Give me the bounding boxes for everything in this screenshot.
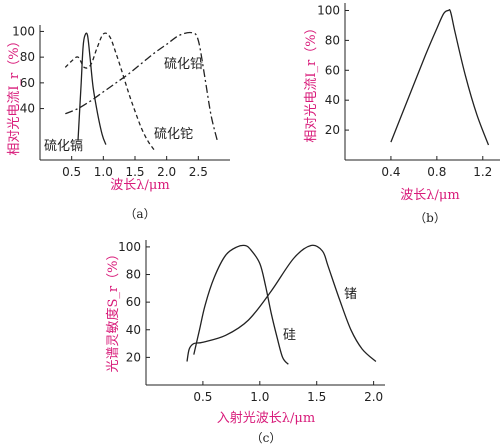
panel-c-ylabel: 光谱灵敏度S_r（%） [105,248,121,373]
panel-b-ytick-label: 20 [325,123,340,137]
panel-c-ytick-label: 40 [126,323,141,337]
panel-a-ytick-label: 80 [20,50,35,64]
panel-b-xtick-label: 0.4 [381,165,400,179]
label-si: 硅 [283,328,296,343]
panel-a-xtick-label: 1.5 [125,165,144,179]
panel-b-series-line-0 [390,9,490,146]
panel-a-series-line-0 [77,32,107,145]
panel-a-series [64,31,218,151]
panel-c-xlabel: 入射光波长λ/μm [217,410,315,426]
panel-c-axes [145,240,385,386]
panel-b-axes [344,3,500,161]
panel-b-ytick-label: 100 [317,3,340,17]
panel-c-xtick-label: 2.0 [364,390,383,404]
panel-a-x-ticks: 0.5 1.0 1.5 2.0 2.5 [62,156,208,179]
panel-c-ytick-label: 80 [126,268,141,282]
panel-a-ytick-label: 60 [20,76,35,90]
panel-b-xtick-label: 1.2 [473,165,492,179]
panel-c-series [186,244,377,365]
panel-a-xlabel: 波长λ/μm [110,178,169,193]
panel-a-xtick-label: 0.5 [62,165,81,179]
panel-c-ytick-label: 100 [118,240,141,254]
panel-a-xtick-label: 2.5 [189,165,208,179]
panel-b-caption: （b） [414,211,446,225]
panel-a-ytick-label: 40 [20,102,35,116]
panel-c-ytick-label: 20 [126,350,141,364]
panel-b-y-ticks: 20 40 60 80 100 [317,3,349,137]
panel-c: 20 40 60 80 100 0.5 1.0 1.5 2.0 光谱灵敏度S_r（%） 入射光… [105,240,385,445]
label-cds: 硫化镉 [44,138,83,154]
panel-a: 40 60 80 100 0.5 1.0 1.5 2.0 2.5 相对光电流I_r（%） 波长… [7,24,230,221]
panel-b-series [390,9,490,146]
panel-c-xtick-label: 1.0 [250,390,269,404]
panel-c-series-line-0 [193,244,289,365]
panel-b-ytick-label: 40 [325,93,340,107]
panel-c-ytick-label: 60 [126,295,141,309]
label-tl2s: 硫化铊 [154,127,193,142]
panel-c-y-ticks: 20 40 60 80 100 [118,240,150,364]
panel-b-xtick-label: 0.8 [427,165,446,179]
panel-c-series-line-1 [186,244,377,362]
panel-b-ytick-label: 60 [325,63,340,77]
panel-c-xtick-label: 1.5 [307,390,326,404]
panel-b-ytick-label: 80 [325,33,340,47]
panel-a-xtick-label: 1.0 [94,165,113,179]
label-pbs: 硫化铅 [164,57,203,72]
panel-c-x-ticks: 0.5 1.0 1.5 2.0 [193,381,383,404]
panel-a-series-line-1 [64,32,155,151]
panel-b-xlabel: 波长λ/μm [400,188,459,203]
panel-a-xtick-label: 2.0 [157,165,176,179]
panel-b: 20 40 60 80 100 0.4 0.8 1.2 相对光电流I_r（%） 波长λ/μm… [304,3,500,225]
label-ge: 锗 [344,287,357,302]
panel-a-ytick-label: 100 [12,24,35,38]
panel-a-y-ticks: 40 60 80 100 [12,24,44,116]
panel-b-x-ticks: 0.4 0.8 1.2 [381,156,492,179]
panel-c-caption: （c） [251,431,282,445]
panel-a-series-line-2 [65,31,218,141]
panel-c-xtick-label: 0.5 [193,390,212,404]
panel-b-ylabel: 相对光电流I_r（%） [304,21,319,142]
panel-a-ylabel: 相对光电流I_r（%） [7,34,22,155]
panel-a-caption: （a） [124,207,155,221]
